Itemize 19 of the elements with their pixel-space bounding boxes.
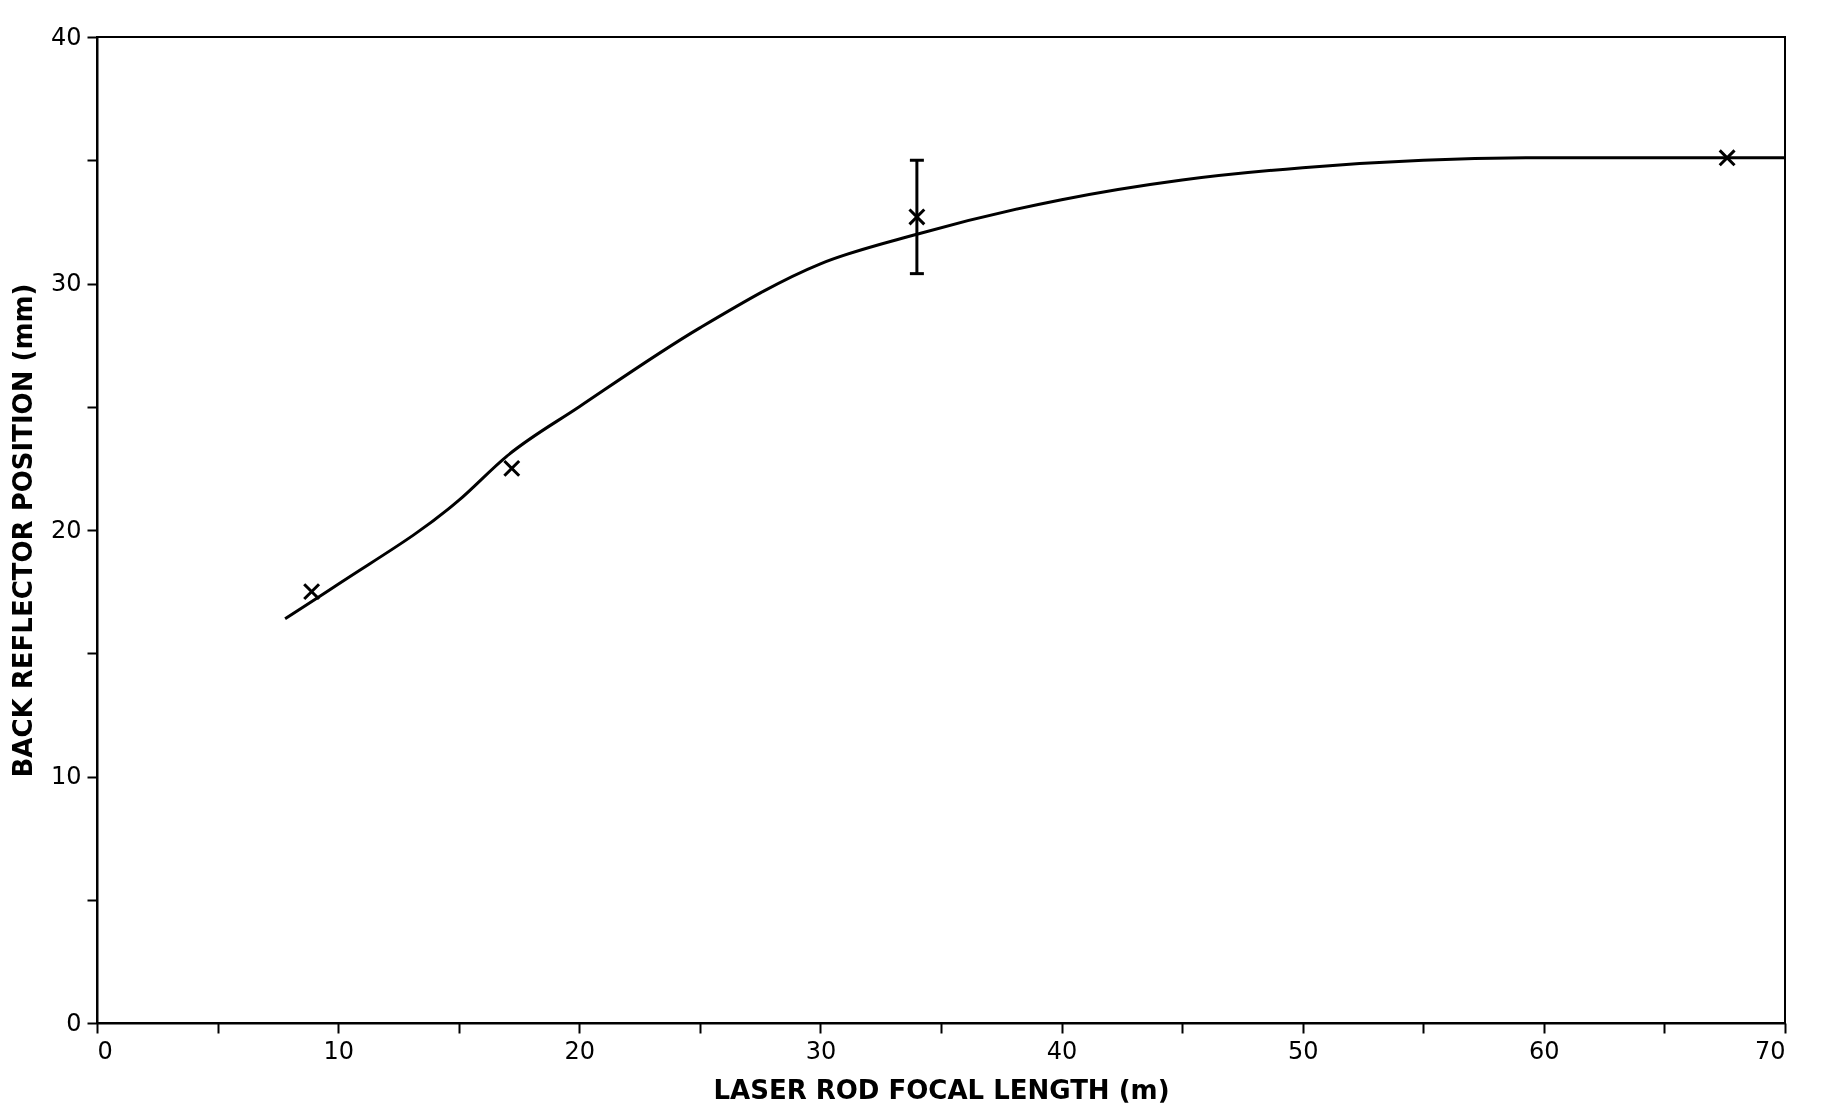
x-tick-label: 70 — [1754, 1036, 1786, 1065]
y-tick-label: 40 — [50, 22, 82, 51]
x-tick-label: 40 — [1046, 1036, 1078, 1065]
x-tick-label: 0 — [97, 1036, 113, 1065]
point — [502, 459, 521, 478]
x-tick-label: 60 — [1529, 1036, 1560, 1065]
point — [907, 208, 926, 226]
point — [302, 582, 321, 601]
x-tick-label: 20 — [564, 1036, 596, 1065]
x-tick-label: 50 — [1287, 1036, 1319, 1065]
x-tick-label: 30 — [805, 1036, 837, 1065]
point — [1718, 148, 1737, 167]
x-axis-title: LASER ROD FOCAL LENGTH (m) — [713, 1074, 1170, 1105]
y-tick-label: 30 — [50, 269, 82, 297]
y-tick-label: 20 — [50, 515, 82, 544]
y-tick-label: 10 — [50, 762, 82, 790]
y-tick-label: 0 — [66, 1008, 82, 1037]
x-tick-label: 10 — [323, 1036, 354, 1065]
y-axis-title: BACK REFLECTOR POSITION (mm) — [7, 283, 38, 778]
